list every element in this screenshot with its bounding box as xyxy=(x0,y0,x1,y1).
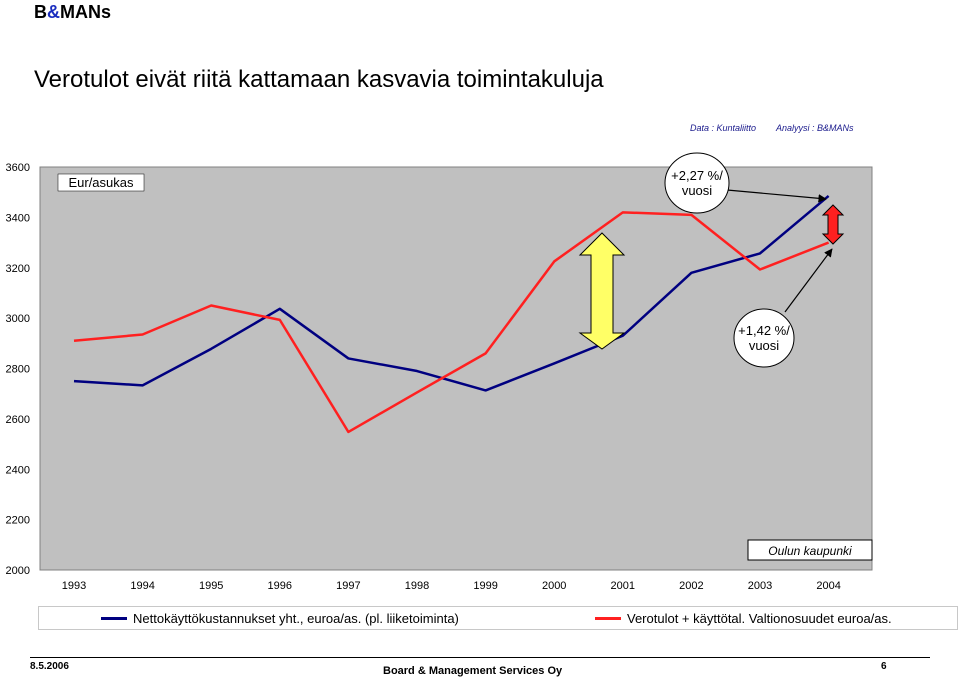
y-tick-label: 2000 xyxy=(6,565,30,577)
bubble-mid-pointer xyxy=(784,248,833,313)
x-tick-label: 1997 xyxy=(336,580,360,592)
legend-swatch-revenue xyxy=(595,616,621,620)
x-tick-label: 2002 xyxy=(679,580,703,592)
x-tick-label: 2000 xyxy=(542,580,566,592)
x-tick-label: 1998 xyxy=(405,580,429,592)
x-tick-label: 1996 xyxy=(268,580,292,592)
legend: Nettokäyttökustannukset yht., euroa/as. … xyxy=(38,606,958,630)
x-tick-label: 2004 xyxy=(816,580,840,592)
series-line-costs xyxy=(73,195,830,392)
x-tick-label: 1994 xyxy=(130,580,154,592)
bubble-top xyxy=(664,152,730,214)
bubble-mid-line2: vuosi xyxy=(749,338,779,353)
unit-label-box xyxy=(57,173,145,192)
legend-label-costs: Nettokäyttökustannukset yht., euroa/as. … xyxy=(133,610,459,626)
x-tick-label: 1993 xyxy=(62,580,86,592)
series-line-revenue xyxy=(73,211,830,434)
x-tick-label: 1995 xyxy=(199,580,223,592)
legend-label-revenue: Verotulot + käyttötal. Valtionosuudet eu… xyxy=(627,610,892,626)
y-tick-label: 2200 xyxy=(6,515,30,527)
y-axis: 2000 2200 2400 2600 2800 3000 3200 3400 3600 xyxy=(6,162,30,577)
y-tick-label: 2400 xyxy=(6,464,30,476)
y-tick-label: 3600 xyxy=(6,162,30,174)
y-tick-label: 3400 xyxy=(6,212,30,224)
analysis-source-note: Analyysi : B&MANs xyxy=(776,123,854,133)
footer-divider xyxy=(30,657,930,658)
bubble-top-pointer xyxy=(726,189,827,203)
plot-area xyxy=(39,166,873,571)
unit-label: Eur/asukas xyxy=(68,175,134,190)
region-label: Oulun kaupunki xyxy=(768,544,852,558)
series-lines xyxy=(73,195,830,434)
legend-item-costs: Nettokäyttökustannukset yht., euroa/as. … xyxy=(101,607,459,629)
x-axis: 1993 1994 1995 1996 1997 1998 1999 2000 2001 2002… xyxy=(62,580,841,592)
page-title: Verotulot eivät riitä kattamaan kasvavia… xyxy=(34,66,604,93)
region-label-box xyxy=(747,539,873,561)
y-tick-label: 2600 xyxy=(6,414,30,426)
footer-company: Board & Management Services Oy xyxy=(383,665,563,677)
footer-date: 8.5.2006 xyxy=(30,661,69,672)
x-tick-label: 2003 xyxy=(748,580,772,592)
y-tick-label: 3000 xyxy=(6,313,30,325)
gap-arrow-2004 xyxy=(821,204,845,245)
bubble-top-line2: vuosi xyxy=(682,183,712,198)
x-tick-label: 2001 xyxy=(611,580,635,592)
x-tick-label: 1999 xyxy=(473,580,497,592)
line-chart: 2000 2200 2400 2600 2800 3000 3200 3400 3600 199… xyxy=(6,152,873,592)
legend-swatch-costs xyxy=(101,616,127,620)
y-tick-label: 2800 xyxy=(6,364,30,376)
bubble-mid-line1: +1,42 %/ xyxy=(738,323,790,338)
y-tick-label: 3200 xyxy=(6,263,30,275)
bubble-top-line1: +2,27 %/ xyxy=(671,168,723,183)
page-number: 6 xyxy=(881,661,887,672)
gap-arrow-2000 xyxy=(578,232,626,350)
data-source-note: Data : Kuntaliitto xyxy=(690,123,757,133)
brand-logo: B&MANs xyxy=(34,2,112,22)
legend-item-revenue: Verotulot + käyttötal. Valtionosuudet eu… xyxy=(595,607,892,629)
bubble-mid xyxy=(733,308,795,368)
